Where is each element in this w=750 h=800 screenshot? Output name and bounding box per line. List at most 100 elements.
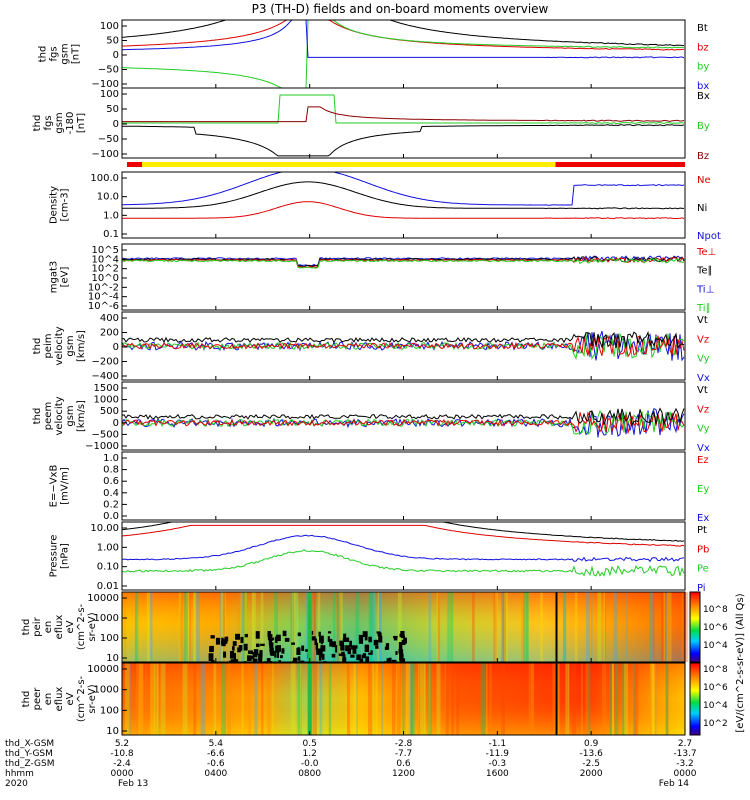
- spectrogram-gap: [209, 645, 214, 652]
- spectrogram-streak: [347, 663, 350, 735]
- y-tick-label: 50: [106, 104, 119, 115]
- spectrogram-streak: [405, 663, 411, 735]
- spectrogram-gap: [305, 649, 309, 652]
- y-axis-label: [cm-3]: [60, 188, 71, 221]
- y-axis-label: (cm^2-s-: [76, 675, 87, 722]
- spectrogram-streak: [370, 663, 375, 735]
- spectrogram-streak: [220, 592, 226, 662]
- spectrogram-gap: [221, 642, 226, 647]
- spectrogram-gap: [354, 645, 358, 649]
- spectrogram-gap: [279, 655, 283, 659]
- panel-frame: [121, 451, 686, 521]
- y-tick-label: 0.01: [97, 581, 119, 592]
- y-tick-label: 1.0: [103, 453, 119, 464]
- spectrogram-streak: [193, 663, 197, 735]
- series-velocity-4: [121, 330, 685, 349]
- x-tick-label: 0.5: [303, 739, 317, 749]
- legend-bx: bx: [697, 81, 709, 92]
- spectrogram-streak: [581, 663, 583, 735]
- spectrogram-streak: [293, 592, 296, 662]
- legend-By: By: [697, 121, 710, 132]
- spectrogram-gap: [335, 644, 338, 653]
- legend-Ti⊥: Ti⊥: [696, 284, 714, 295]
- spectrogram-gap: [350, 645, 356, 650]
- y-tick-label: −100: [92, 79, 119, 90]
- spectrogram-streak: [649, 663, 655, 735]
- panel-2: 100 50 0 −50 −100 thd fgs gsm -180 [nT] Bx By Bz: [32, 87, 710, 162]
- spectrogram-streak: [585, 663, 589, 735]
- figure-title: P3 (TH-D) fields and on-board moments ov…: [252, 2, 549, 16]
- spectrogram-dropout: [555, 592, 558, 662]
- spectrogram-shade: [122, 663, 685, 735]
- spectrogram-gap: [230, 659, 236, 663]
- spectrogram-streak: [428, 663, 432, 735]
- spectrogram-streak: [604, 592, 607, 662]
- spectrogram-streak: [150, 663, 155, 735]
- spectrogram-streak: [531, 663, 534, 735]
- legend-Te⊥: Te⊥: [696, 247, 716, 258]
- spectrogram-gap: [215, 637, 221, 645]
- spectrogram-streak: [445, 663, 449, 735]
- status-bar-red-end: [555, 162, 685, 167]
- spectrogram-streak: [585, 592, 591, 662]
- x-axis-row-label: thd_Z-GSM: [5, 759, 54, 769]
- x-tick-label: -1.1: [489, 739, 507, 749]
- spectrogram-streak: [634, 663, 639, 735]
- y-tick-label: 10: [106, 726, 119, 737]
- legend-Bx: Bx: [697, 91, 710, 102]
- series-temperature-4: [121, 257, 685, 269]
- spectrogram-gap: [297, 657, 301, 661]
- legend-Bz: Bz: [697, 151, 709, 162]
- spectrogram-gap: [284, 637, 290, 642]
- colorbar-tick: 10^2: [703, 719, 728, 729]
- y-tick-label: 500: [100, 406, 119, 417]
- spectrogram-streak: [681, 592, 683, 662]
- spectrogram-streak: [184, 592, 188, 662]
- spectrogram-streak: [609, 663, 613, 735]
- series-temperature-1: [122, 255, 685, 267]
- spectrogram-streak: [179, 592, 184, 662]
- spectrogram-gap: [301, 645, 305, 652]
- y-axis-label: peim: [43, 333, 54, 358]
- spectrogram-streak: [402, 663, 405, 735]
- spectrogram-gap: [276, 634, 281, 642]
- spectrogram-streak: [182, 663, 188, 735]
- spectrogram-gap: [291, 642, 295, 645]
- series-Ne: [122, 201, 685, 220]
- spectrogram-gap: [272, 650, 277, 654]
- x-tick-label: 0800: [298, 769, 321, 779]
- spectrogram-gap: [364, 644, 370, 653]
- spectrogram-streak: [261, 663, 264, 735]
- spectrogram-gap: [221, 640, 225, 645]
- y-axis-label: peir: [32, 616, 43, 636]
- spectrogram-streak: [396, 663, 400, 735]
- y-axis-label: [mV/m]: [60, 467, 71, 505]
- series-velocity-3: [121, 335, 685, 358]
- x-tick-label: -7.7: [395, 749, 413, 759]
- spectrogram-streak: [526, 592, 530, 662]
- spectrogram-streak: [156, 663, 159, 735]
- spectrogram-streak: [417, 663, 420, 735]
- legend-Vt: Vt: [697, 385, 708, 396]
- y-tick-label: 0.0: [103, 511, 119, 522]
- spectrogram-gap: [229, 650, 235, 659]
- spectrogram-streak: [420, 663, 426, 735]
- spectrogram-streak: [523, 592, 528, 662]
- spectrogram-gap: [276, 648, 280, 654]
- spectrogram-streak: [377, 592, 379, 662]
- y-axis-label: thd: [32, 115, 43, 132]
- x-tick-label: 0.6: [396, 759, 411, 769]
- x-tick-label: -0.0: [301, 759, 319, 769]
- spectrogram-gap: [373, 639, 379, 646]
- spectrogram-streak: [193, 592, 195, 662]
- y-axis-label: gsm: [54, 112, 65, 133]
- spectrogram-streak: [254, 663, 258, 735]
- y-axis-label: thd: [21, 691, 32, 708]
- spectrogram-gap: [270, 651, 275, 656]
- spectrogram-streak: [486, 663, 488, 735]
- spectrogram-gap: [365, 656, 370, 664]
- colorbar-tick: 10^6: [703, 683, 728, 693]
- spectrogram-gap: [252, 658, 258, 662]
- y-axis-label: mgat3: [49, 261, 60, 294]
- panel-8: 10.00 1.00 0.10 0.01 Pressure [nPa] Pt Pb Pe Pi: [49, 521, 709, 594]
